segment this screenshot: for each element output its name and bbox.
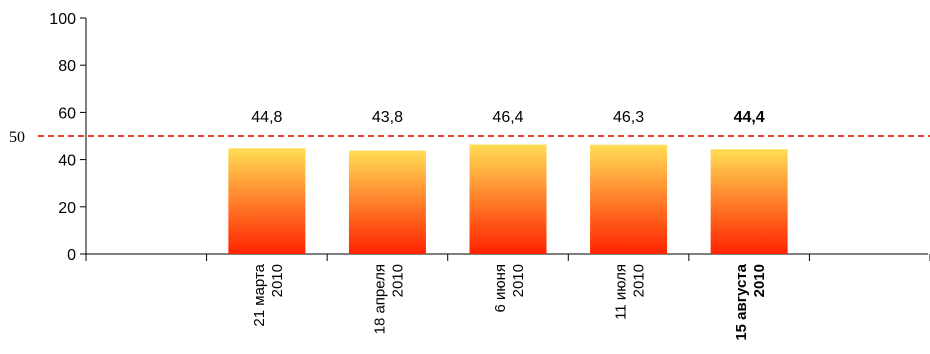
bars: 44,8 43,8 46,4 46,3 44,4 — [228, 109, 788, 254]
x-axis: 21 марта2010 18 апреля2010 6 июня2010 11 ию… — [85, 253, 930, 341]
y-tick-label: 0 — [67, 247, 76, 264]
reference-line-group: 50 — [9, 129, 930, 146]
bar-value-label: 46,4 — [492, 109, 523, 126]
bar — [469, 144, 547, 254]
x-tick-label-line: 15 августа — [733, 263, 750, 340]
y-tick-label: 100 — [49, 11, 76, 28]
x-tick-label-line: 6 июня — [492, 264, 509, 313]
bar — [348, 150, 426, 254]
x-tick-label-line: 2010 — [389, 264, 406, 297]
x-tick-label-text: 21 марта2010 — [251, 263, 286, 326]
x-tick-label-line: 21 марта — [251, 263, 268, 326]
x-tick-label: 6 июня2010 — [492, 264, 527, 313]
reference-line-label: 50 — [9, 129, 25, 146]
bar — [710, 149, 788, 254]
bar — [228, 148, 306, 254]
x-tick-label: 21 марта2010 — [251, 263, 286, 326]
bar-value-label: 44,8 — [251, 109, 282, 126]
bar-value-label: 43,8 — [372, 109, 403, 126]
x-tick-label-text: 11 июля2010 — [613, 264, 648, 320]
y-tick-label: 80 — [58, 58, 76, 75]
bar-value-label: 44,4 — [734, 109, 765, 126]
x-tick-label-text: 6 июня2010 — [492, 264, 527, 313]
y-tick-label: 20 — [58, 200, 76, 217]
x-tick-label-text: 15 августа2010 — [733, 263, 768, 340]
bar-value-label: 46,3 — [613, 109, 644, 126]
x-tick-label-line: 11 июля — [613, 264, 630, 320]
bar — [590, 144, 668, 254]
x-tick-label: 11 июля2010 — [613, 264, 648, 320]
x-tick-label: 18 апреля2010 — [371, 264, 406, 334]
x-tick-label-text: 18 апреля2010 — [371, 264, 406, 334]
x-tick-label-line: 2010 — [269, 264, 286, 297]
y-axis: 0 20 40 60 80 100 — [49, 11, 87, 264]
y-tick-label: 60 — [58, 105, 76, 122]
x-tick-label-line: 18 апреля — [371, 264, 388, 334]
x-tick-label-line: 2010 — [510, 264, 527, 297]
y-tick-label: 40 — [58, 153, 76, 170]
x-tick-label: 15 августа2010 — [733, 263, 768, 340]
x-tick-label-line: 2010 — [631, 264, 648, 297]
x-tick-label-line: 2010 — [751, 264, 768, 297]
